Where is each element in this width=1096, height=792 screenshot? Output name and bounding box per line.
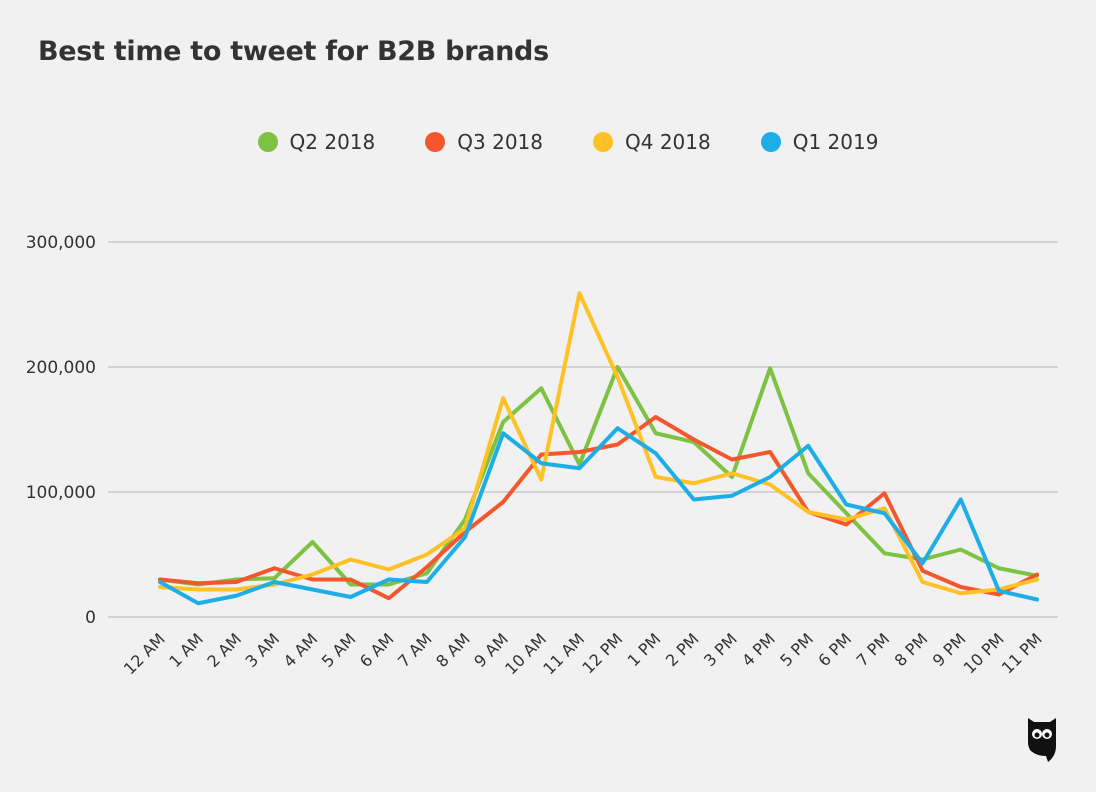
series-line-q2-2018 <box>158 365 1039 587</box>
x-tick-label: 10 AM <box>501 629 550 678</box>
x-tick-label: 5 PM <box>776 629 817 670</box>
legend-marker <box>425 132 446 152</box>
x-tick-label: 4 AM <box>280 629 322 671</box>
legend-marker <box>257 132 278 152</box>
x-tick-label: 7 AM <box>394 629 436 671</box>
hootsuite-owl-logo <box>1028 718 1056 762</box>
legend-label: Q4 2018 <box>625 130 711 154</box>
x-tick-label: 2 AM <box>203 629 245 671</box>
x-tick-label: 10 PM <box>960 629 1008 677</box>
x-tick-label: 3 AM <box>241 629 283 671</box>
legend: Q2 2018 Q3 2018 Q4 2018 Q1 2019 <box>0 130 1096 154</box>
legend-marker <box>760 132 781 152</box>
legend-label: Q1 2019 <box>792 130 879 154</box>
x-tick-label: 8 PM <box>891 629 932 670</box>
series-line-q1-2019 <box>158 426 1039 606</box>
chart-title: Best time to tweet for B2B brands <box>38 36 549 67</box>
y-tick-label: 100,000 <box>26 483 96 503</box>
y-tick-label: 300,000 <box>26 233 96 253</box>
series-line-q3-2018 <box>158 415 1039 601</box>
x-tick-label: 11 PM <box>998 629 1046 677</box>
x-tick-label: 4 PM <box>738 629 779 670</box>
y-tick-label: 0 <box>85 608 96 628</box>
x-tick-label: 12 PM <box>578 629 626 677</box>
legend-label: Q2 2018 <box>289 130 376 154</box>
x-tick-label: 1 AM <box>165 629 207 671</box>
legend-item-q2-2018: Q2 2018 <box>257 130 376 154</box>
x-tick-label: 8 AM <box>432 629 474 671</box>
x-tick-label: 5 AM <box>318 629 360 671</box>
legend-item-q1-2019: Q1 2019 <box>760 130 879 154</box>
legend-label: Q3 2018 <box>457 130 543 154</box>
y-tick-label: 200,000 <box>26 358 96 378</box>
x-tick-label: 11 AM <box>539 629 588 678</box>
series-line-q4-2018 <box>158 291 1039 596</box>
x-tick-label: 6 AM <box>356 629 398 671</box>
x-tick-label: 1 PM <box>624 629 665 670</box>
legend-item-q4-2018: Q4 2018 <box>593 130 711 154</box>
legend-item-q3-2018: Q3 2018 <box>425 130 543 154</box>
legend-marker <box>593 132 613 152</box>
x-tick-label: 12 AM <box>120 629 169 678</box>
x-tick-label: 7 PM <box>852 629 893 670</box>
x-tick-label: 3 PM <box>700 629 741 670</box>
x-tick-label: 6 PM <box>814 629 855 670</box>
x-tick-label: 2 PM <box>662 629 703 670</box>
